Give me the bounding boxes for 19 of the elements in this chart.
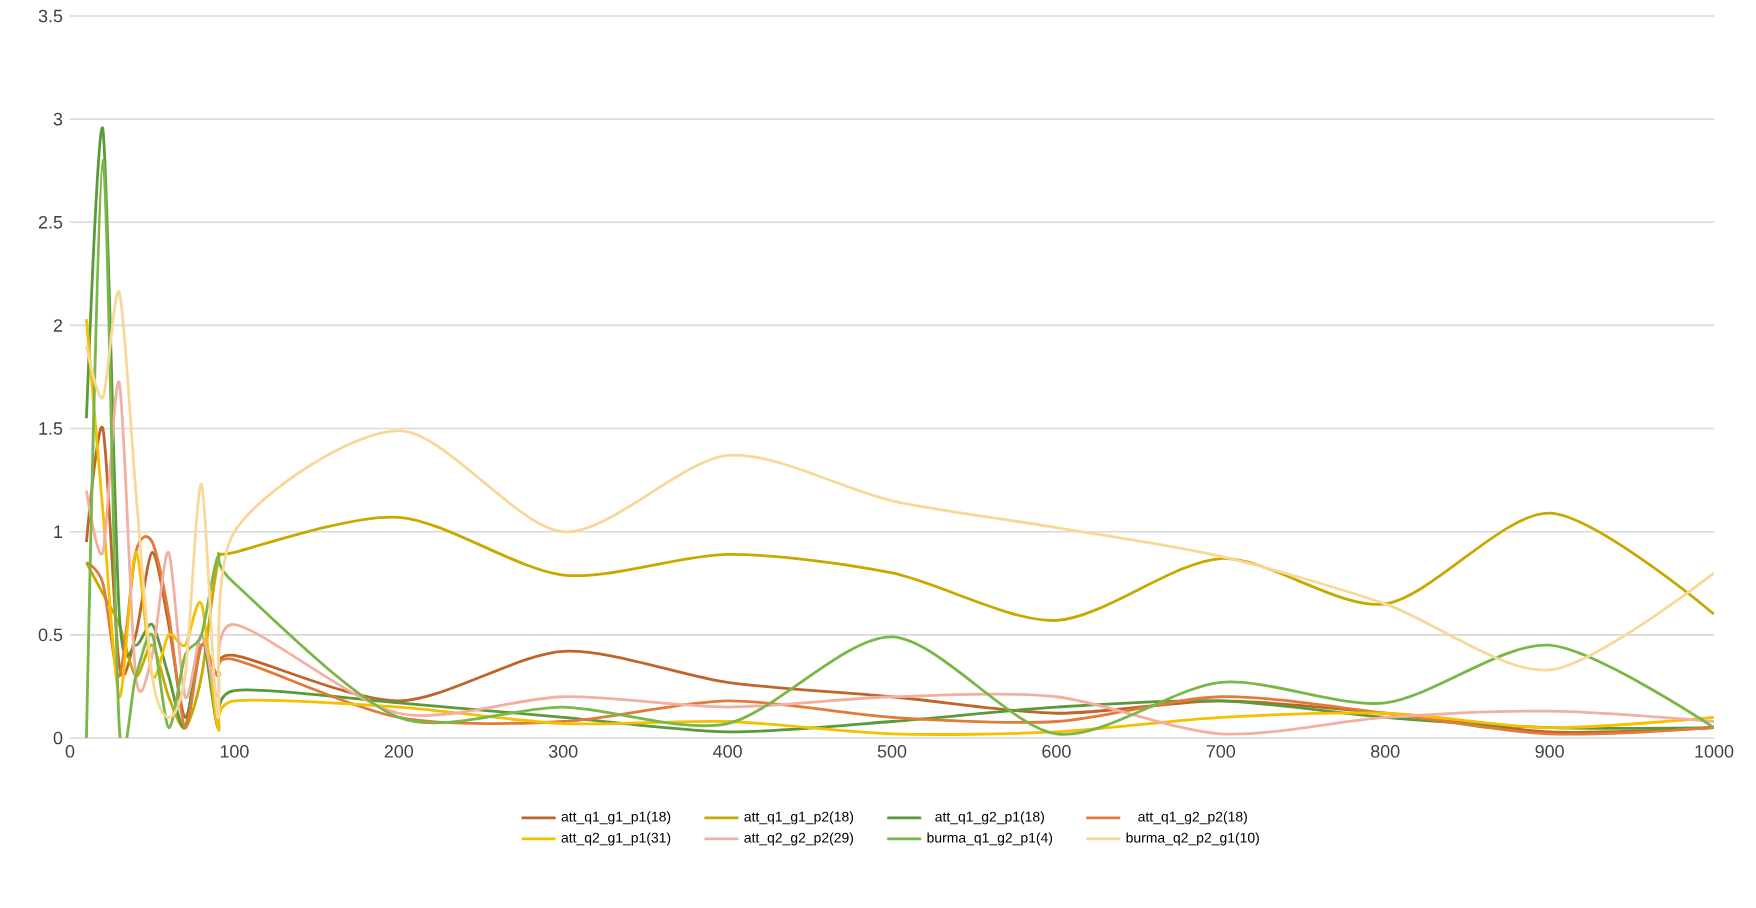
y-tick-label: 0 [53, 731, 63, 745]
x-tick-label: 100 [220, 745, 249, 758]
y-tick-label: 0.5 [38, 628, 63, 642]
x-tick-label: 800 [1371, 745, 1400, 758]
x-tick-label: 700 [1206, 745, 1236, 758]
y-tick-label: 2 [53, 319, 63, 332]
x-tick-label: 500 [877, 745, 907, 758]
y-tick-label: 2.5 [38, 215, 63, 229]
x-tick-label: 400 [713, 745, 742, 758]
x-tick-label: 1000 [1695, 745, 1734, 758]
y-tick-label: 1.5 [39, 422, 63, 435]
x-tick-label: 600 [1042, 745, 1071, 758]
y-tick-label: 1 [54, 525, 63, 538]
x-tick-label: 900 [1535, 745, 1564, 758]
x-tick-label: 300 [548, 745, 578, 758]
x-tick-label: 200 [384, 745, 414, 758]
y-tick-label: 3.5 [38, 9, 63, 23]
y-tick-label: 3 [53, 112, 63, 126]
x-tick-label: 0 [65, 745, 75, 758]
